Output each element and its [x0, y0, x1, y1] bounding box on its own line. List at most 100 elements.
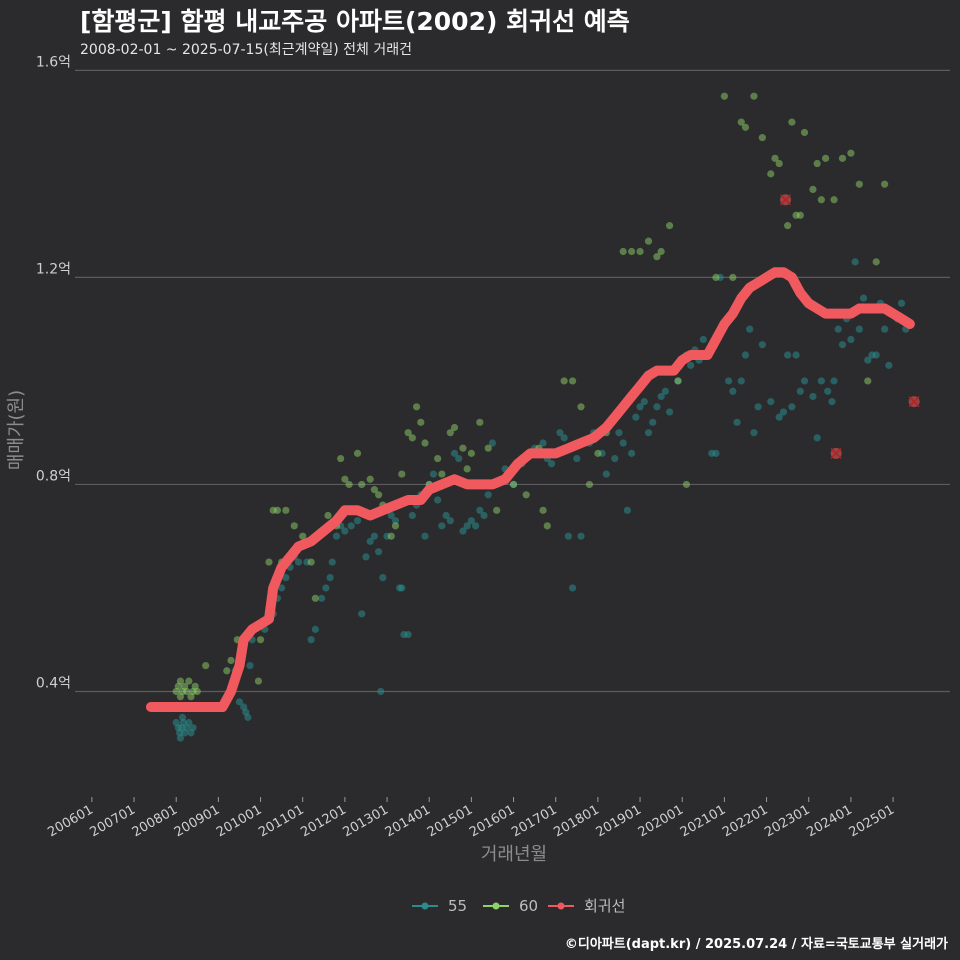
point-55-129: [746, 325, 754, 333]
point-60-78: [674, 377, 682, 385]
point-55-144: [824, 387, 832, 395]
point-60-83: [729, 273, 737, 281]
point-55-109: [653, 403, 661, 411]
x-tick-label-11: 201701: [509, 802, 559, 840]
point-55-91: [564, 532, 572, 540]
point-60-50: [434, 454, 442, 463]
point-60-43: [398, 470, 406, 478]
point-60-68: [585, 480, 594, 489]
series-55-points: [172, 258, 910, 742]
point-60-77: [665, 222, 674, 230]
point-55-139: [796, 387, 804, 395]
point-55-50: [391, 517, 400, 525]
x-tick-label-14: 202001: [636, 802, 686, 840]
point-55-156: [872, 351, 880, 359]
legend: 55 60 회귀선: [412, 897, 625, 915]
series-60-points: [172, 92, 889, 701]
point-60-61: [522, 491, 530, 499]
point-55-49: [387, 511, 395, 520]
point-60-98: [817, 196, 825, 204]
point-55-150: [847, 335, 855, 344]
point-55-12: [235, 698, 244, 706]
point-55-15: [244, 713, 252, 721]
point-60-45: [408, 434, 416, 442]
point-60-10: [193, 687, 201, 696]
point-55-58: [421, 532, 429, 540]
point-55-24: [282, 574, 290, 582]
point-60-54: [459, 444, 467, 452]
point-55-128: [741, 351, 750, 359]
point-55-134: [775, 413, 783, 421]
x-tick-label-3: 200901: [172, 802, 222, 840]
point-55-151: [851, 258, 859, 266]
point-60-73: [636, 247, 644, 256]
point-60-30: [337, 454, 345, 463]
regression-line-group: [145, 267, 915, 712]
y-axis-title: 매매가(원): [6, 390, 27, 470]
point-60-60: [509, 480, 518, 489]
outlier-2: [908, 396, 920, 408]
point-55-92: [568, 584, 577, 592]
point-60-104: [864, 377, 872, 385]
x-tick-label-12: 201801: [551, 802, 601, 840]
point-60-101: [838, 154, 847, 162]
legend-swatch-dot-1: [492, 902, 500, 910]
point-55-40: [353, 517, 362, 525]
point-60-92: [788, 118, 796, 126]
point-55-70: [472, 522, 480, 530]
source-caption: ©디아파트(dapt.kr) / 2025.07.24 / 자료=국토교통부 실…: [565, 936, 948, 952]
point-60-79: [682, 480, 691, 489]
point-60-100: [830, 196, 838, 204]
point-60-44: [404, 429, 412, 437]
point-60-48: [421, 439, 429, 447]
point-55-125: [729, 387, 737, 395]
point-60-90: [775, 159, 783, 168]
point-60-67: [577, 403, 585, 411]
point-55-36: [332, 532, 341, 540]
point-60-75: [653, 253, 661, 261]
point-60-105: [872, 258, 880, 266]
point-60-13: [223, 667, 231, 675]
point-60-65: [560, 377, 568, 385]
point-55-3: [176, 734, 185, 742]
point-60-21: [273, 506, 282, 514]
y-tick-label-3: 1.6억: [36, 54, 71, 70]
point-55-98: [602, 470, 610, 478]
point-55-65: [450, 449, 459, 457]
point-60-74: [644, 237, 653, 245]
point-55-141: [809, 392, 817, 401]
point-55-61: [434, 496, 442, 504]
point-55-60: [429, 470, 438, 478]
y-tick-label-0: 0.4억: [36, 675, 71, 691]
point-55-142: [813, 434, 821, 442]
point-60-35: [358, 480, 366, 489]
legend-label-0: 55: [448, 897, 467, 915]
point-55-126: [733, 418, 741, 426]
point-55-93: [573, 454, 581, 463]
point-55-38: [341, 527, 349, 535]
point-60-87: [758, 134, 766, 142]
legend-swatch-dot-0: [421, 902, 429, 910]
point-55-47: [379, 574, 387, 582]
point-60-28: [324, 511, 332, 520]
x-tick-label-0: 200601: [45, 802, 95, 840]
point-55-62: [438, 522, 446, 530]
point-60-42: [391, 522, 400, 530]
point-55-153: [859, 294, 868, 302]
point-60-26: [307, 558, 315, 566]
point-55-27: [294, 558, 303, 566]
outlier-cross-1: [830, 447, 842, 459]
point-60-85: [741, 123, 750, 131]
point-60-56: [467, 449, 475, 457]
point-60-46: [412, 403, 421, 411]
point-60-88: [767, 170, 775, 178]
point-55-112: [665, 408, 674, 416]
y-tick-labels: 0.4억 0.8억 1.2억 1.6억: [36, 54, 71, 691]
point-60-14: [227, 656, 235, 665]
point-60-81: [712, 273, 720, 281]
point-60-17: [254, 677, 263, 685]
point-55-42: [362, 553, 370, 561]
point-55-85: [539, 439, 547, 447]
point-55-74: [488, 439, 497, 447]
point-55-106: [640, 398, 648, 406]
